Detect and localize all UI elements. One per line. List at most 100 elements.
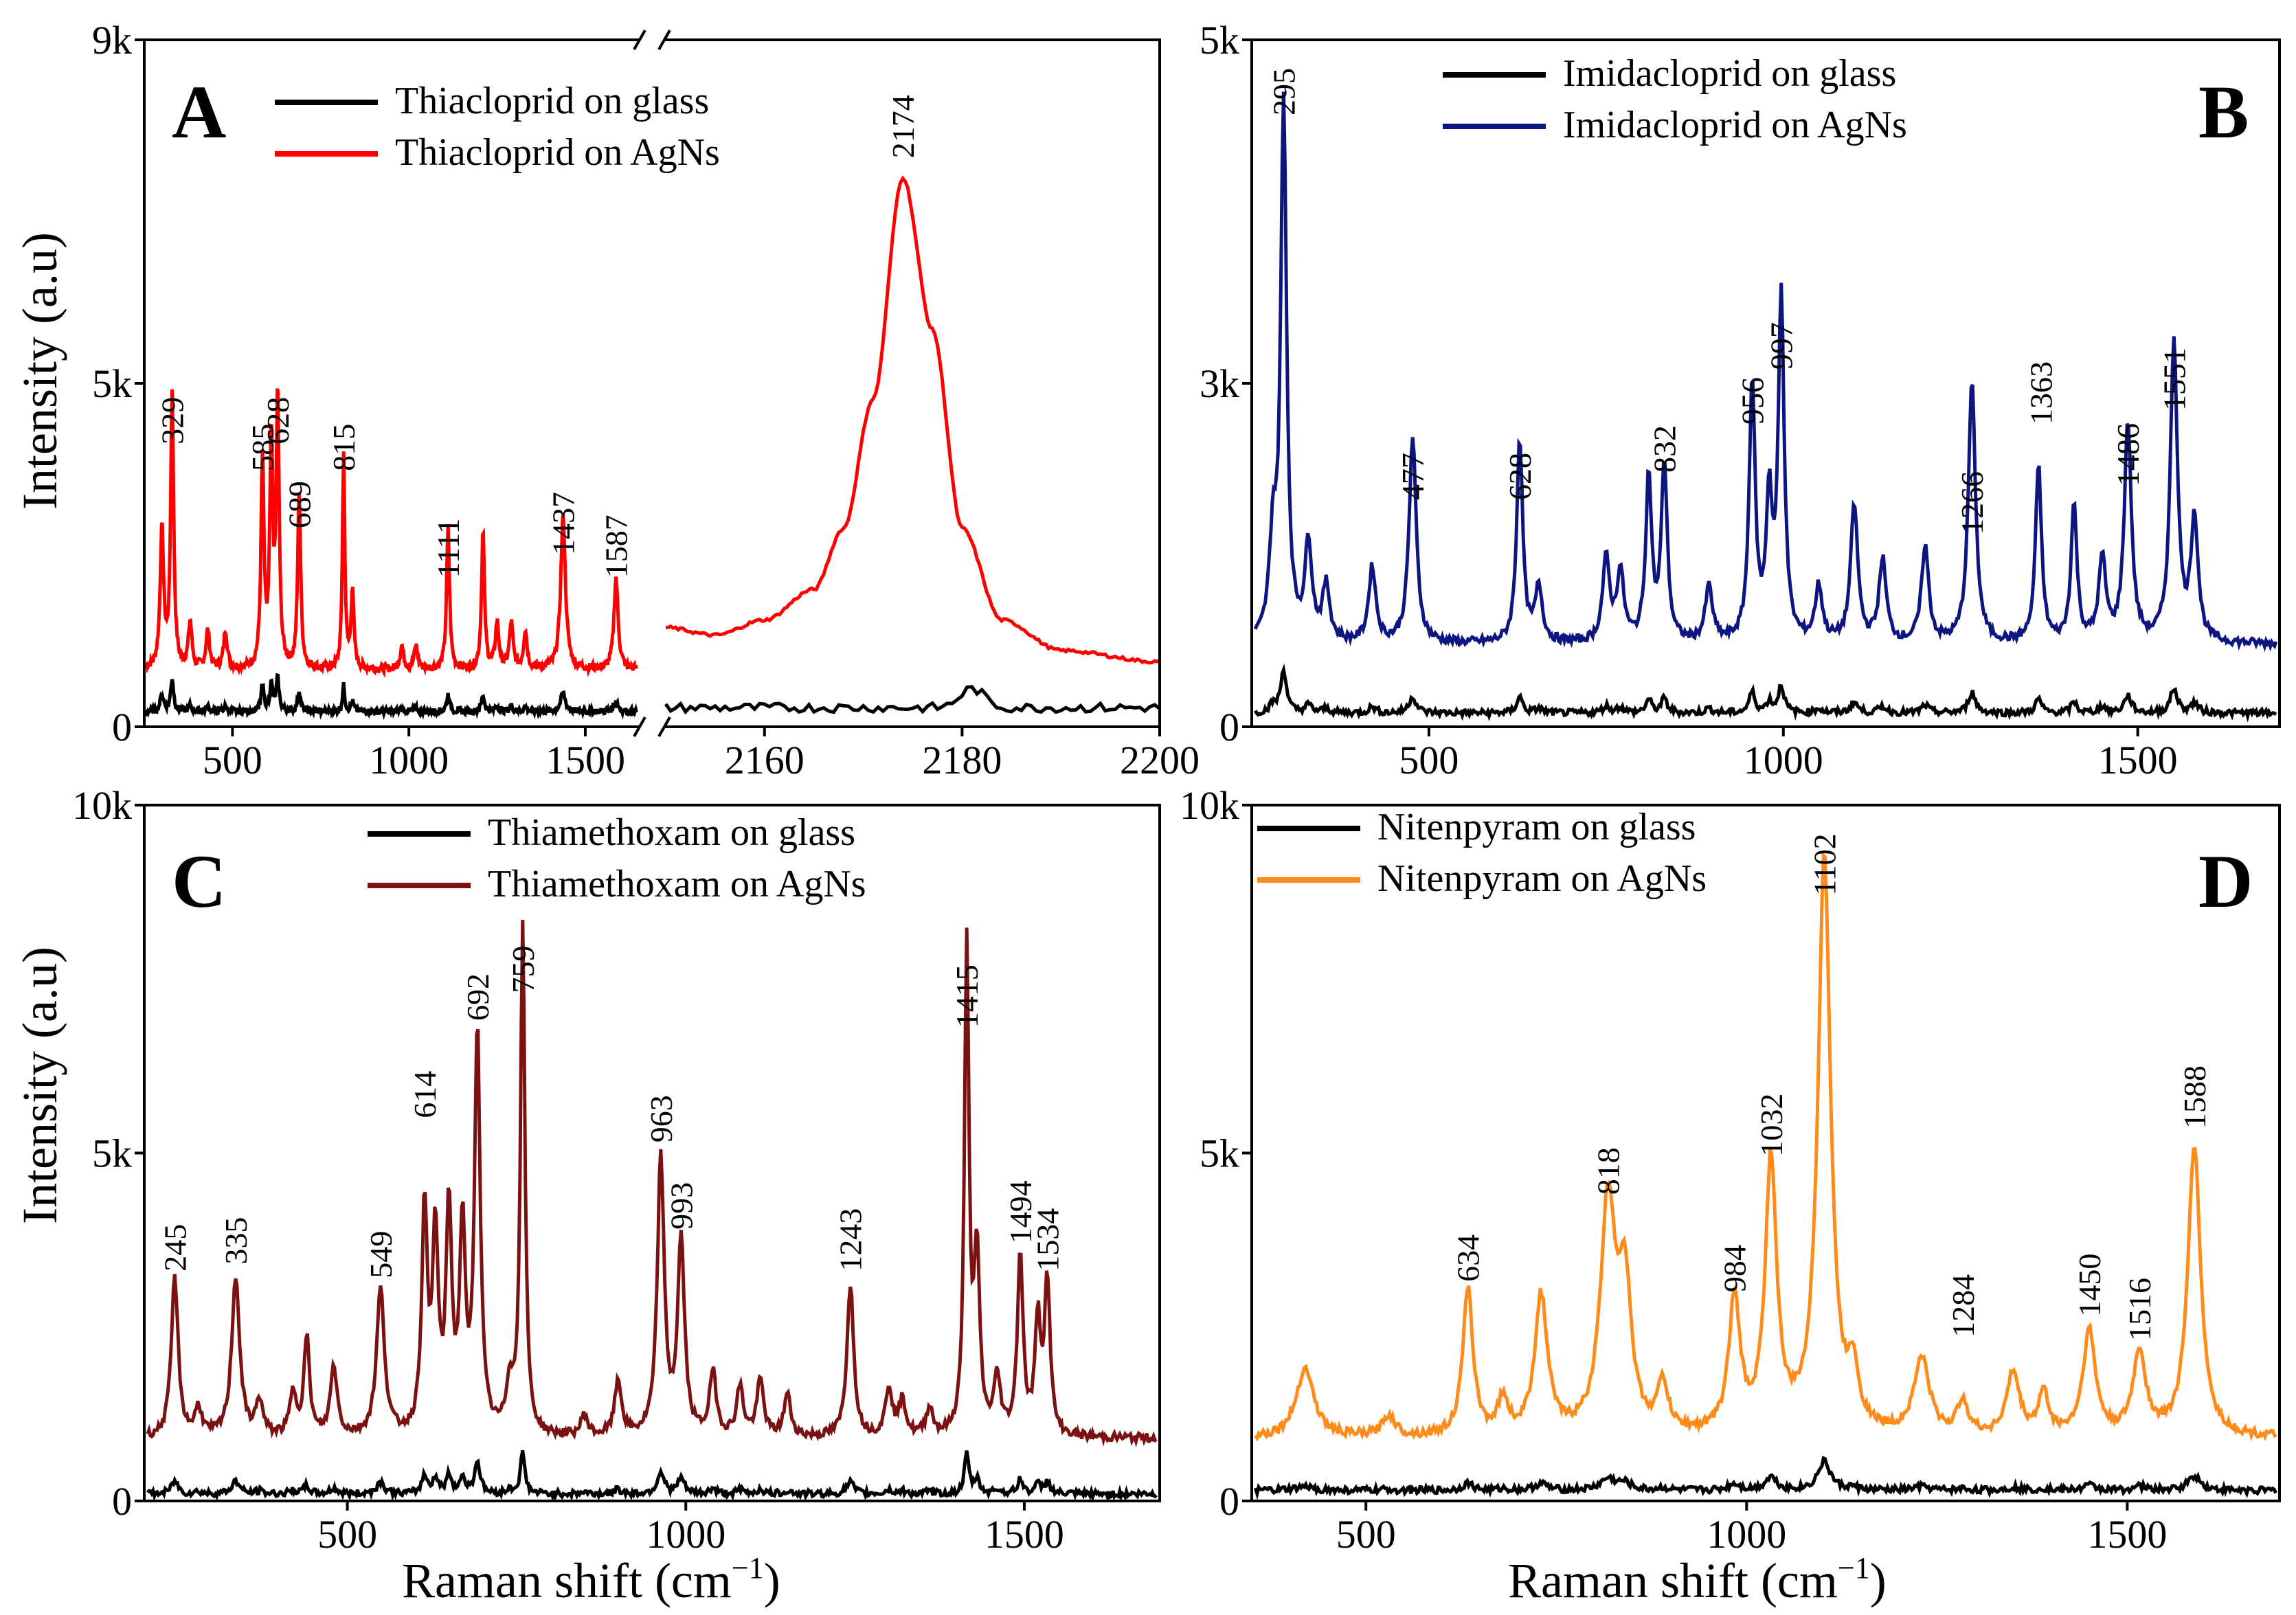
y-tick-label: 10k [72, 783, 132, 828]
series-line-glass [146, 673, 638, 721]
peak-label: 1551 [2157, 348, 2192, 411]
axis-break-mark [633, 716, 646, 737]
legend-entry: Imidacloprid on glass [1563, 52, 1896, 95]
peak-label: 1437 [546, 492, 581, 555]
panel-letter: B [2198, 70, 2249, 154]
peak-label: 1415 [949, 964, 984, 1028]
x-tick-label: 1000 [369, 738, 449, 782]
peak-label: 1534 [1030, 1208, 1065, 1272]
peak-label: 634 [1451, 1234, 1486, 1282]
peak-label: 295 [1266, 68, 1301, 115]
peak-label: 628 [260, 397, 295, 444]
peak-label: 1516 [2122, 1278, 2157, 1341]
panel-c: 0 5k 10k 500 1000 1500 245 335 549 614 692 759 963 99… [72, 783, 1161, 1557]
ylabel-bottom: Intensity (a.u) [12, 947, 67, 1224]
axis-break-gap-bottom [640, 721, 664, 732]
y-tick-label: 9k [92, 18, 132, 63]
panel-letter: D [2198, 839, 2253, 923]
ylabel-top: Intensity (a.u) [12, 232, 67, 510]
series-line-glass [146, 1450, 1158, 1500]
peak-label: 832 [1647, 425, 1682, 473]
legend-entry: Nitenpyram on glass [1377, 806, 1696, 848]
xlabel-left: Raman shift (cm−1) [402, 1551, 780, 1608]
series-line-glass [1254, 663, 2277, 723]
x-tick-label: 500 [317, 1512, 377, 1557]
legend-entry: Thiacloprid on glass [395, 80, 709, 122]
x-tick-label: 1500 [2087, 1512, 2167, 1557]
peak-label: 1266 [1955, 471, 1990, 534]
peak-label: 549 [363, 1231, 398, 1278]
peak-label: 585 [245, 424, 280, 471]
peak-label: 614 [407, 1071, 442, 1118]
peak-label: 818 [1591, 1147, 1626, 1195]
peak-label: 1588 [2177, 1065, 2212, 1129]
series-line-agns [146, 920, 1158, 1447]
x-tick-label: 2180 [922, 738, 1002, 782]
peak-label: 689 [282, 481, 317, 528]
series-line-agns [1254, 852, 2277, 1442]
y-tick-label: 0 [1219, 1479, 1239, 1524]
series-line-agns [1253, 91, 2278, 653]
legend-entry: Thiamethoxam on glass [488, 811, 855, 854]
x-tick-label: 500 [203, 738, 262, 782]
y-tick-label: 5k [92, 1131, 132, 1176]
peak-label: 997 [1764, 322, 1799, 370]
peak-label: 1486 [2111, 423, 2146, 486]
peak-label: 628 [1502, 453, 1538, 500]
x-tick-label: 2200 [1120, 738, 1200, 782]
panel-letter: C [172, 839, 226, 923]
peak-label: 1363 [2023, 361, 2058, 425]
legend-entry: Thiamethoxam on AgNs [488, 863, 866, 905]
series-line-glass-right [664, 685, 1158, 715]
panel-b: 0 3k 5k 500 1000 1500 295 477 628 832 956 997 1266 13… [1200, 18, 2281, 782]
legend-entry: Imidacloprid on AgNs [1563, 104, 1907, 146]
peak-label: 1587 [599, 515, 634, 578]
peak-label: 1102 [1807, 833, 1842, 895]
peak-label: 1111 [431, 518, 466, 578]
x-tick-label: 500 [1336, 1512, 1396, 1557]
axis-break-mark [657, 30, 671, 50]
peak-label: 1243 [833, 1208, 868, 1272]
y-tick-label: 5k [1200, 1131, 1239, 1176]
x-tick-label: 1000 [1744, 738, 1823, 782]
peak-label: 1450 [2072, 1254, 2107, 1317]
xlabel-right: Raman shift (cm−1) [1508, 1551, 1887, 1608]
peak-label: 1494 [1003, 1180, 1038, 1243]
axis-break-mark [633, 30, 646, 50]
axis-break-mark [657, 716, 671, 737]
peak-label: 993 [664, 1182, 699, 1230]
x-tick-label: 1000 [646, 1512, 725, 1557]
peak-label: 335 [218, 1217, 254, 1265]
series-line-agns [146, 388, 638, 679]
peak-label: 692 [460, 973, 495, 1021]
y-tick-label: 0 [112, 1479, 132, 1524]
y-tick-label: 5k [92, 361, 132, 406]
peak-label: 477 [1395, 453, 1430, 500]
panel-d: 0 5k 10k 500 1000 1500 634 818 984 1032 1102 1284 14… [1180, 783, 2281, 1557]
series-line-glass [1254, 1456, 2277, 1500]
peak-label: 1284 [1946, 1274, 1981, 1337]
panel-letter: A [172, 70, 226, 154]
peak-label: 956 [1735, 377, 1770, 425]
series-line-agns-right [665, 175, 1158, 665]
y-tick-label: 3k [1200, 361, 1239, 406]
y-tick-label: 5k [1200, 18, 1239, 63]
peak-label: 984 [1718, 1245, 1753, 1292]
y-tick-label: 0 [112, 705, 132, 749]
y-tick-label: 0 [1219, 705, 1239, 749]
x-tick-label: 1000 [1707, 1512, 1786, 1557]
x-tick-label: 500 [1399, 738, 1459, 782]
peak-label: 245 [157, 1224, 192, 1272]
peak-label: 759 [506, 946, 541, 993]
legend-entry: Nitenpyram on AgNs [1377, 857, 1707, 900]
legend-entry: Thiacloprid on AgNs [395, 131, 720, 174]
axis-break-gap-top [640, 34, 664, 45]
x-tick-label: 2160 [725, 738, 804, 782]
peak-label: 1032 [1754, 1094, 1789, 1157]
x-tick-label: 1500 [545, 738, 625, 782]
x-tick-label: 1500 [2098, 738, 2178, 782]
x-tick-label: 1500 [984, 1512, 1064, 1557]
peak-label: 2174 [886, 95, 921, 158]
peak-label: 815 [326, 424, 361, 471]
